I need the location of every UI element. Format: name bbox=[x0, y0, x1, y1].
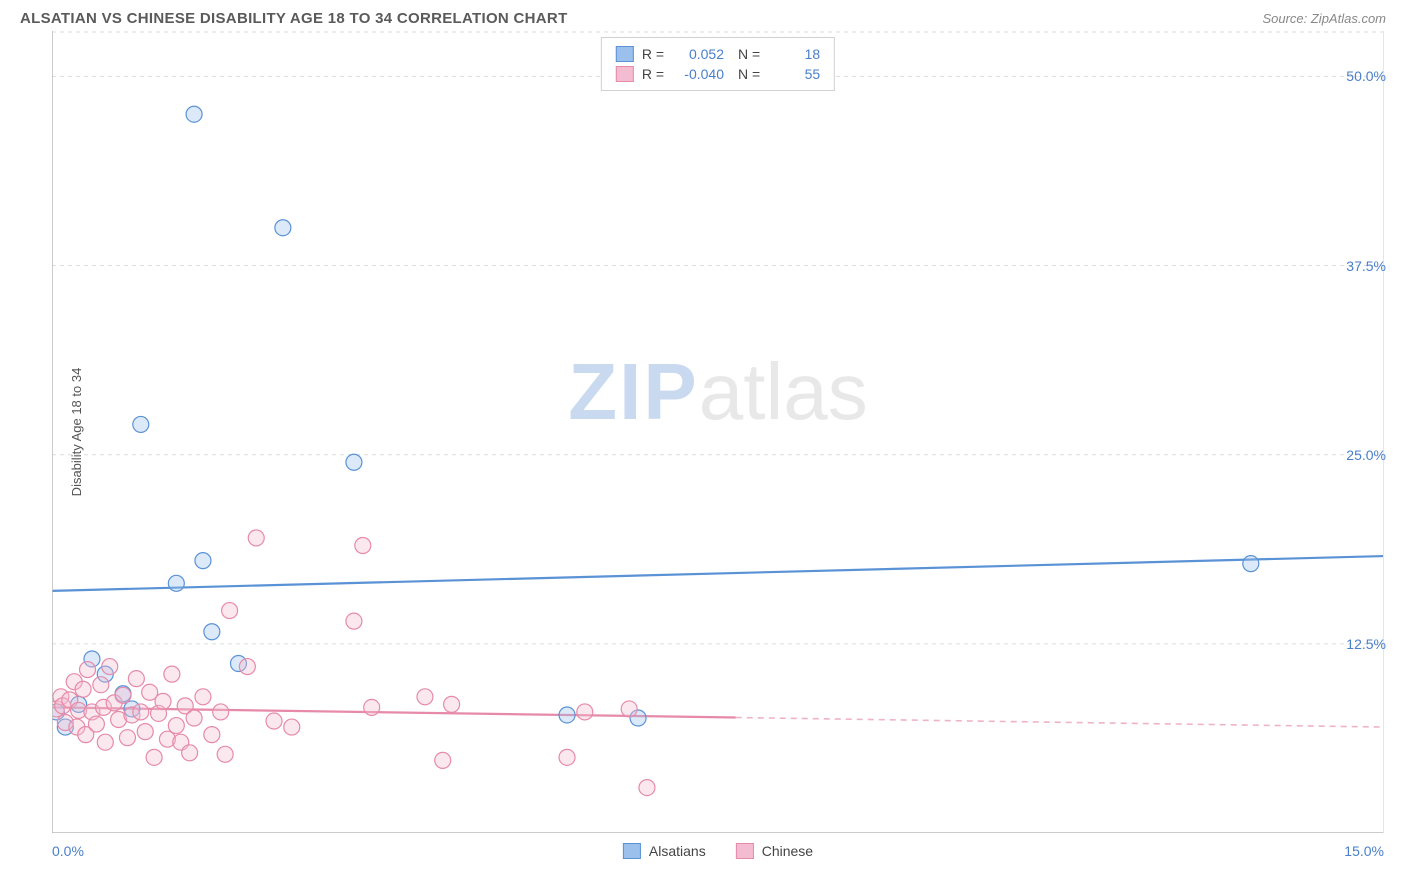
legend-item: Chinese bbox=[736, 843, 813, 859]
header: ALSATIAN VS CHINESE DISABILITY AGE 18 TO… bbox=[0, 0, 1406, 31]
swatch-icon bbox=[616, 46, 634, 62]
legend-label: Chinese bbox=[762, 843, 813, 859]
r-label: R = bbox=[642, 66, 664, 82]
n-value: 18 bbox=[768, 46, 820, 62]
r-value: -0.040 bbox=[672, 66, 724, 82]
swatch-icon bbox=[616, 66, 634, 82]
r-value: 0.052 bbox=[672, 46, 724, 62]
legend-label: Alsatians bbox=[649, 843, 706, 859]
correlation-legend: R = 0.052 N = 18 R = -0.040 N = 55 bbox=[601, 37, 835, 91]
legend-item: Alsatians bbox=[623, 843, 706, 859]
chart-container: Disability Age 18 to 34 ZIPatlas R = 0.0… bbox=[52, 31, 1384, 833]
y-tick-label: 25.0% bbox=[1346, 447, 1386, 463]
y-tick-label: 37.5% bbox=[1346, 258, 1386, 274]
r-label: R = bbox=[642, 46, 664, 62]
swatch-icon bbox=[623, 843, 641, 859]
legend-row: R = -0.040 N = 55 bbox=[616, 64, 820, 84]
x-tick-label: 0.0% bbox=[52, 843, 84, 859]
n-label: N = bbox=[738, 66, 760, 82]
chart-title: ALSATIAN VS CHINESE DISABILITY AGE 18 TO… bbox=[20, 10, 568, 27]
legend-row: R = 0.052 N = 18 bbox=[616, 44, 820, 64]
source-attribution: Source: ZipAtlas.com bbox=[1262, 11, 1386, 26]
y-tick-label: 12.5% bbox=[1346, 636, 1386, 652]
x-tick-label: 15.0% bbox=[1344, 843, 1384, 859]
swatch-icon bbox=[736, 843, 754, 859]
n-value: 55 bbox=[768, 66, 820, 82]
scatter-plot bbox=[52, 31, 1384, 833]
y-tick-label: 50.0% bbox=[1346, 68, 1386, 84]
series-legend: Alsatians Chinese bbox=[623, 843, 813, 859]
n-label: N = bbox=[738, 46, 760, 62]
